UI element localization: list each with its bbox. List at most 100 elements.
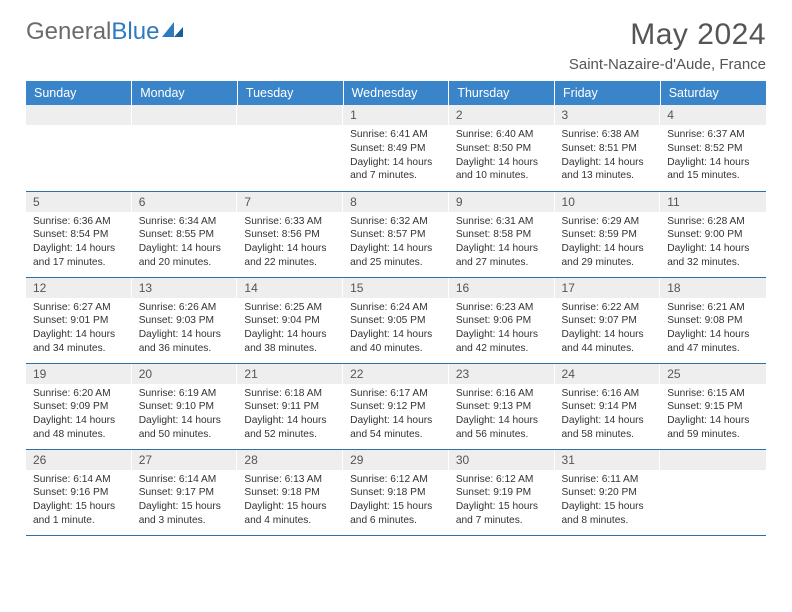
day-number: 28 bbox=[237, 450, 343, 470]
day-number: 31 bbox=[555, 450, 661, 470]
day-number: 6 bbox=[132, 192, 238, 212]
day-number bbox=[237, 105, 343, 125]
location: Saint-Nazaire-d'Aude, France bbox=[569, 56, 766, 73]
day-number bbox=[132, 105, 238, 125]
logo-text-2: Blue bbox=[111, 18, 159, 46]
day-content: Sunrise: 6:26 AMSunset: 9:03 PMDaylight:… bbox=[132, 298, 238, 358]
calendar-day-cell: 30Sunrise: 6:12 AMSunset: 9:19 PMDayligh… bbox=[449, 449, 555, 535]
calendar-week-row: 26Sunrise: 6:14 AMSunset: 9:16 PMDayligh… bbox=[26, 449, 766, 535]
calendar-day-cell bbox=[660, 449, 766, 535]
day-number: 12 bbox=[26, 278, 132, 298]
day-number: 1 bbox=[343, 105, 449, 125]
day-number: 14 bbox=[237, 278, 343, 298]
day-content: Sunrise: 6:36 AMSunset: 8:54 PMDaylight:… bbox=[26, 212, 132, 272]
calendar-day-cell: 9Sunrise: 6:31 AMSunset: 8:58 PMDaylight… bbox=[449, 191, 555, 277]
calendar-day-cell: 12Sunrise: 6:27 AMSunset: 9:01 PMDayligh… bbox=[26, 277, 132, 363]
day-number: 15 bbox=[343, 278, 449, 298]
day-number: 10 bbox=[555, 192, 661, 212]
day-content: Sunrise: 6:38 AMSunset: 8:51 PMDaylight:… bbox=[555, 125, 661, 185]
day-number bbox=[26, 105, 132, 125]
day-content: Sunrise: 6:15 AMSunset: 9:15 PMDaylight:… bbox=[660, 384, 766, 444]
calendar-day-cell: 31Sunrise: 6:11 AMSunset: 9:20 PMDayligh… bbox=[555, 449, 661, 535]
calendar-day-cell: 16Sunrise: 6:23 AMSunset: 9:06 PMDayligh… bbox=[449, 277, 555, 363]
calendar-day-cell: 4Sunrise: 6:37 AMSunset: 8:52 PMDaylight… bbox=[660, 105, 766, 191]
day-content: Sunrise: 6:12 AMSunset: 9:18 PMDaylight:… bbox=[343, 470, 449, 530]
page-title: May 2024 bbox=[569, 18, 766, 52]
calendar-day-cell: 18Sunrise: 6:21 AMSunset: 9:08 PMDayligh… bbox=[660, 277, 766, 363]
day-number: 13 bbox=[132, 278, 238, 298]
calendar-day-cell: 7Sunrise: 6:33 AMSunset: 8:56 PMDaylight… bbox=[237, 191, 343, 277]
day-number: 4 bbox=[660, 105, 766, 125]
calendar-body: 1Sunrise: 6:41 AMSunset: 8:49 PMDaylight… bbox=[26, 105, 766, 535]
day-content: Sunrise: 6:16 AMSunset: 9:13 PMDaylight:… bbox=[449, 384, 555, 444]
day-number: 11 bbox=[660, 192, 766, 212]
day-content: Sunrise: 6:24 AMSunset: 9:05 PMDaylight:… bbox=[343, 298, 449, 358]
day-content: Sunrise: 6:21 AMSunset: 9:08 PMDaylight:… bbox=[660, 298, 766, 358]
day-number: 21 bbox=[237, 364, 343, 384]
calendar-day-cell bbox=[237, 105, 343, 191]
day-content: Sunrise: 6:20 AMSunset: 9:09 PMDaylight:… bbox=[26, 384, 132, 444]
day-number: 22 bbox=[343, 364, 449, 384]
calendar-day-cell: 13Sunrise: 6:26 AMSunset: 9:03 PMDayligh… bbox=[132, 277, 238, 363]
day-content: Sunrise: 6:31 AMSunset: 8:58 PMDaylight:… bbox=[449, 212, 555, 272]
weekday-header: Saturday bbox=[660, 81, 766, 105]
day-number: 23 bbox=[449, 364, 555, 384]
calendar-day-cell: 17Sunrise: 6:22 AMSunset: 9:07 PMDayligh… bbox=[555, 277, 661, 363]
weekday-header: Friday bbox=[555, 81, 661, 105]
calendar-week-row: 1Sunrise: 6:41 AMSunset: 8:49 PMDaylight… bbox=[26, 105, 766, 191]
day-content: Sunrise: 6:37 AMSunset: 8:52 PMDaylight:… bbox=[660, 125, 766, 185]
day-number: 20 bbox=[132, 364, 238, 384]
calendar-day-cell: 24Sunrise: 6:16 AMSunset: 9:14 PMDayligh… bbox=[555, 363, 661, 449]
calendar-day-cell: 11Sunrise: 6:28 AMSunset: 9:00 PMDayligh… bbox=[660, 191, 766, 277]
weekday-header: Wednesday bbox=[343, 81, 449, 105]
day-content: Sunrise: 6:40 AMSunset: 8:50 PMDaylight:… bbox=[449, 125, 555, 185]
logo-icon bbox=[161, 18, 187, 46]
day-number: 25 bbox=[660, 364, 766, 384]
calendar-table: SundayMondayTuesdayWednesdayThursdayFrid… bbox=[26, 81, 766, 536]
day-number: 26 bbox=[26, 450, 132, 470]
day-number: 9 bbox=[449, 192, 555, 212]
calendar-day-cell: 21Sunrise: 6:18 AMSunset: 9:11 PMDayligh… bbox=[237, 363, 343, 449]
calendar-day-cell: 15Sunrise: 6:24 AMSunset: 9:05 PMDayligh… bbox=[343, 277, 449, 363]
calendar-day-cell: 28Sunrise: 6:13 AMSunset: 9:18 PMDayligh… bbox=[237, 449, 343, 535]
day-content: Sunrise: 6:34 AMSunset: 8:55 PMDaylight:… bbox=[132, 212, 238, 272]
calendar-day-cell: 26Sunrise: 6:14 AMSunset: 9:16 PMDayligh… bbox=[26, 449, 132, 535]
calendar-day-cell bbox=[26, 105, 132, 191]
weekday-header: Tuesday bbox=[237, 81, 343, 105]
calendar-week-row: 12Sunrise: 6:27 AMSunset: 9:01 PMDayligh… bbox=[26, 277, 766, 363]
day-content: Sunrise: 6:23 AMSunset: 9:06 PMDaylight:… bbox=[449, 298, 555, 358]
header: GeneralBlue May 2024 Saint-Nazaire-d'Aud… bbox=[26, 18, 766, 73]
day-number: 5 bbox=[26, 192, 132, 212]
day-content: Sunrise: 6:14 AMSunset: 9:16 PMDaylight:… bbox=[26, 470, 132, 530]
day-number: 19 bbox=[26, 364, 132, 384]
calendar-day-cell: 2Sunrise: 6:40 AMSunset: 8:50 PMDaylight… bbox=[449, 105, 555, 191]
day-number: 27 bbox=[132, 450, 238, 470]
weekday-header-row: SundayMondayTuesdayWednesdayThursdayFrid… bbox=[26, 81, 766, 105]
logo: GeneralBlue bbox=[26, 18, 187, 46]
day-content: Sunrise: 6:28 AMSunset: 9:00 PMDaylight:… bbox=[660, 212, 766, 272]
day-content: Sunrise: 6:25 AMSunset: 9:04 PMDaylight:… bbox=[237, 298, 343, 358]
day-content: Sunrise: 6:14 AMSunset: 9:17 PMDaylight:… bbox=[132, 470, 238, 530]
calendar-day-cell: 6Sunrise: 6:34 AMSunset: 8:55 PMDaylight… bbox=[132, 191, 238, 277]
day-number: 18 bbox=[660, 278, 766, 298]
day-number: 16 bbox=[449, 278, 555, 298]
calendar-day-cell: 19Sunrise: 6:20 AMSunset: 9:09 PMDayligh… bbox=[26, 363, 132, 449]
calendar-day-cell bbox=[132, 105, 238, 191]
day-content: Sunrise: 6:22 AMSunset: 9:07 PMDaylight:… bbox=[555, 298, 661, 358]
day-content: Sunrise: 6:41 AMSunset: 8:49 PMDaylight:… bbox=[343, 125, 449, 185]
day-content: Sunrise: 6:16 AMSunset: 9:14 PMDaylight:… bbox=[555, 384, 661, 444]
day-content: Sunrise: 6:11 AMSunset: 9:20 PMDaylight:… bbox=[555, 470, 661, 530]
day-content: Sunrise: 6:17 AMSunset: 9:12 PMDaylight:… bbox=[343, 384, 449, 444]
title-block: May 2024 Saint-Nazaire-d'Aude, France bbox=[569, 18, 766, 73]
day-content: Sunrise: 6:19 AMSunset: 9:10 PMDaylight:… bbox=[132, 384, 238, 444]
weekday-header: Monday bbox=[132, 81, 238, 105]
day-content: Sunrise: 6:29 AMSunset: 8:59 PMDaylight:… bbox=[555, 212, 661, 272]
calendar-day-cell: 23Sunrise: 6:16 AMSunset: 9:13 PMDayligh… bbox=[449, 363, 555, 449]
weekday-header: Sunday bbox=[26, 81, 132, 105]
day-number: 7 bbox=[237, 192, 343, 212]
day-number: 17 bbox=[555, 278, 661, 298]
weekday-header: Thursday bbox=[449, 81, 555, 105]
calendar-day-cell: 10Sunrise: 6:29 AMSunset: 8:59 PMDayligh… bbox=[555, 191, 661, 277]
day-content: Sunrise: 6:12 AMSunset: 9:19 PMDaylight:… bbox=[449, 470, 555, 530]
calendar-day-cell: 1Sunrise: 6:41 AMSunset: 8:49 PMDaylight… bbox=[343, 105, 449, 191]
